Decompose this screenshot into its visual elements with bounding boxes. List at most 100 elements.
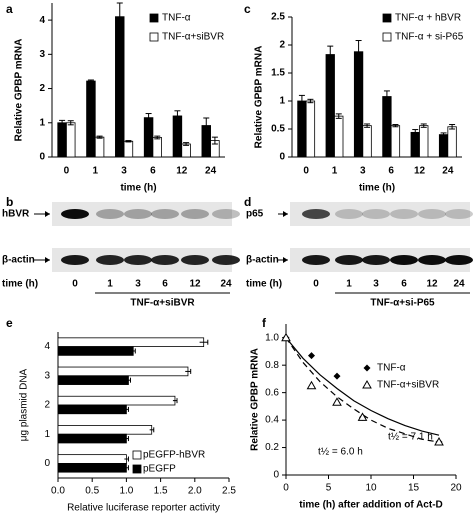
legend-label: pEGFP-hBVR — [143, 450, 205, 461]
blot-band — [362, 255, 390, 265]
error-bar — [199, 339, 209, 345]
blot-band — [151, 255, 179, 265]
arrow-head — [45, 211, 50, 217]
error-bar — [203, 117, 210, 134]
blot-band — [124, 255, 152, 265]
y-tick-label: 0.6 — [265, 387, 279, 398]
bar — [438, 134, 449, 158]
bar — [362, 125, 372, 158]
x-tick-label: 5 — [326, 483, 332, 494]
legend-label: TNF-α + hBVR — [395, 13, 461, 24]
time-tick: 6 — [401, 279, 407, 290]
time-tick: 3 — [135, 279, 141, 290]
bar — [57, 454, 127, 464]
legend-swatch — [382, 32, 392, 42]
blot-band — [418, 255, 446, 265]
y-tick-label: 2.5 — [271, 12, 285, 23]
bar — [123, 140, 134, 158]
x-tick-label: 24 — [205, 166, 217, 177]
x-tick-label: 1.5 — [154, 486, 168, 497]
bar — [57, 346, 134, 356]
error-bar — [124, 465, 129, 471]
x-tick-label: 0 — [64, 166, 70, 177]
blot-band — [212, 209, 240, 219]
treatment-label: TNF-α+siBVR — [130, 298, 195, 309]
blot-row-label: β-actin — [246, 255, 279, 266]
time-tick: 1 — [346, 279, 352, 290]
y-tick-label: 2 — [44, 400, 50, 411]
bar — [305, 100, 316, 158]
fit-line — [285, 337, 440, 443]
x-axis-label: time (h) after addition of Act-D — [299, 500, 443, 511]
x-tick-label: 0.0 — [51, 486, 65, 497]
blot-band — [390, 209, 418, 219]
y-tick-label: 0 — [44, 458, 50, 469]
annotation: t½ = 7.1 h — [388, 432, 433, 443]
error-bar — [355, 40, 362, 64]
y-tick-label: 0.5 — [271, 124, 285, 135]
error-bar — [124, 456, 129, 462]
time-tick: 12 — [426, 279, 438, 290]
blot-band — [445, 255, 473, 265]
legend-label: TNF-α+siBVR — [377, 380, 439, 391]
legend-label: TNF-α — [162, 13, 191, 24]
blot-band — [212, 255, 240, 265]
bar — [419, 125, 429, 158]
blot-band — [390, 255, 418, 265]
bar — [172, 115, 183, 158]
error-bar — [149, 427, 155, 433]
time-tick: 6 — [162, 279, 168, 290]
panel-letter: d — [244, 195, 251, 209]
x-tick-label: 12 — [176, 166, 188, 177]
blot-band — [302, 209, 330, 219]
bar — [297, 100, 307, 158]
blot-band — [418, 209, 446, 219]
error-bar — [116, 2, 123, 31]
bar — [353, 51, 364, 158]
y-tick-label: 1.5 — [271, 68, 285, 79]
bar — [334, 115, 344, 158]
time-label: time (h) — [2, 279, 38, 290]
bar — [447, 126, 457, 158]
arrow-head — [45, 257, 50, 263]
blot-band — [445, 209, 473, 219]
error-bar — [96, 135, 103, 139]
blot-band — [151, 209, 179, 219]
error-bar — [364, 123, 371, 128]
x-tick-label: 1 — [332, 166, 338, 177]
legend-label: TNF-α + si-P65 — [395, 32, 464, 43]
bar — [143, 117, 154, 158]
x-tick-label: 10 — [365, 483, 377, 494]
y-tick-label: 0 — [279, 152, 285, 163]
treatment-label: TNF-α+si-P65 — [370, 298, 435, 309]
y-tick-label: 1 — [44, 429, 50, 440]
bar — [152, 137, 162, 158]
legend-swatch — [149, 32, 159, 42]
error-bar — [125, 140, 132, 143]
y-tick-label: 1.0 — [265, 332, 279, 343]
y-axis-label: μg plasmid DNA — [19, 368, 30, 441]
y-tick-label: 4 — [44, 341, 50, 352]
x-tick-label: 2.5 — [222, 486, 236, 497]
error-bar — [335, 113, 342, 119]
x-tick-label: 0.5 — [85, 486, 99, 497]
bar — [390, 125, 401, 158]
panel-letter: f — [262, 316, 267, 330]
time-label: time (h) — [246, 279, 282, 290]
legend-swatch — [149, 13, 159, 23]
y-tick-label: 2 — [279, 40, 285, 51]
error-bar — [307, 98, 314, 104]
blot-row-label: β-actin — [2, 255, 35, 266]
error-bar — [126, 377, 132, 383]
error-bar — [298, 94, 305, 108]
time-tick: 0 — [313, 279, 319, 290]
x-tick-label: 3 — [360, 166, 366, 177]
legend-label: TNF-α+siBVR — [162, 32, 224, 43]
arrow-head — [283, 257, 288, 263]
point — [332, 397, 342, 406]
error-bar — [145, 113, 152, 123]
x-tick-label: 15 — [408, 483, 420, 494]
time-tick: 24 — [453, 279, 465, 290]
time-tick: 12 — [189, 279, 201, 290]
y-tick-label: 0.4 — [265, 415, 279, 426]
